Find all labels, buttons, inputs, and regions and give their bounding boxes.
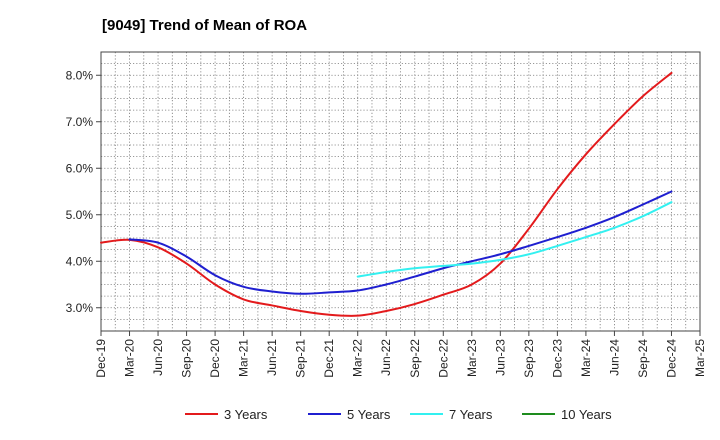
- grid: [100, 51, 701, 332]
- legend-label: 3 Years: [224, 407, 268, 422]
- y-tick-label: 3.0%: [66, 301, 94, 315]
- x-tick-label: Sep-23: [522, 339, 536, 378]
- x-tick-label: Jun-23: [493, 339, 507, 376]
- y-tick-label: 5.0%: [66, 208, 94, 222]
- legend: 3 Years 5 Years 7 Years 10 Years: [185, 407, 612, 422]
- x-tick-label: Sep-22: [408, 339, 422, 378]
- y-tick-label: 6.0%: [66, 161, 94, 175]
- legend-label: 10 Years: [561, 407, 612, 422]
- x-tick-label: Jun-22: [379, 339, 393, 376]
- x-tick-label: Mar-24: [579, 339, 593, 377]
- x-tick-label: Dec-21: [322, 339, 336, 378]
- plot-frame: [100, 51, 701, 332]
- x-tick-label: Dec-22: [436, 339, 450, 378]
- x-tick-label: Sep-21: [294, 339, 308, 378]
- series-line-5-years: [128, 190, 673, 295]
- legend-label: 7 Years: [449, 407, 493, 422]
- x-tick-label: Jun-21: [265, 339, 279, 376]
- x-tick-label: Mar-20: [123, 339, 137, 377]
- x-tick-label: Dec-19: [94, 339, 108, 378]
- x-tick-label: Dec-23: [550, 339, 564, 378]
- x-tick-label: Mar-22: [351, 339, 365, 377]
- y-tick-label: 7.0%: [66, 115, 94, 129]
- x-tick-label: Dec-24: [664, 339, 678, 378]
- x-tick-label: Mar-21: [237, 339, 251, 377]
- series-lines: [100, 71, 673, 317]
- y-tick-label: 8.0%: [66, 68, 94, 82]
- series-line-3-years: [100, 71, 673, 317]
- series-line-7-years: [356, 201, 673, 278]
- y-tick-label: 4.0%: [66, 254, 94, 268]
- chart-title: [9049] Trend of Mean of ROA: [102, 17, 307, 34]
- x-tick-label: Sep-24: [636, 339, 650, 378]
- x-tick-label: Sep-20: [180, 339, 194, 378]
- x-tick-label: Dec-20: [208, 339, 222, 378]
- x-tick-label: Mar-23: [465, 339, 479, 377]
- axes: 3.0% 4.0% 5.0% 6.0% 7.0% 8.0% Dec-19 Mar-20 Jun-…: [66, 51, 707, 378]
- x-tick-label: Jun-24: [607, 339, 621, 376]
- x-tick-label: Jun-20: [151, 339, 165, 376]
- x-tick-label: Mar-25: [693, 339, 707, 377]
- legend-label: 5 Years: [347, 407, 391, 422]
